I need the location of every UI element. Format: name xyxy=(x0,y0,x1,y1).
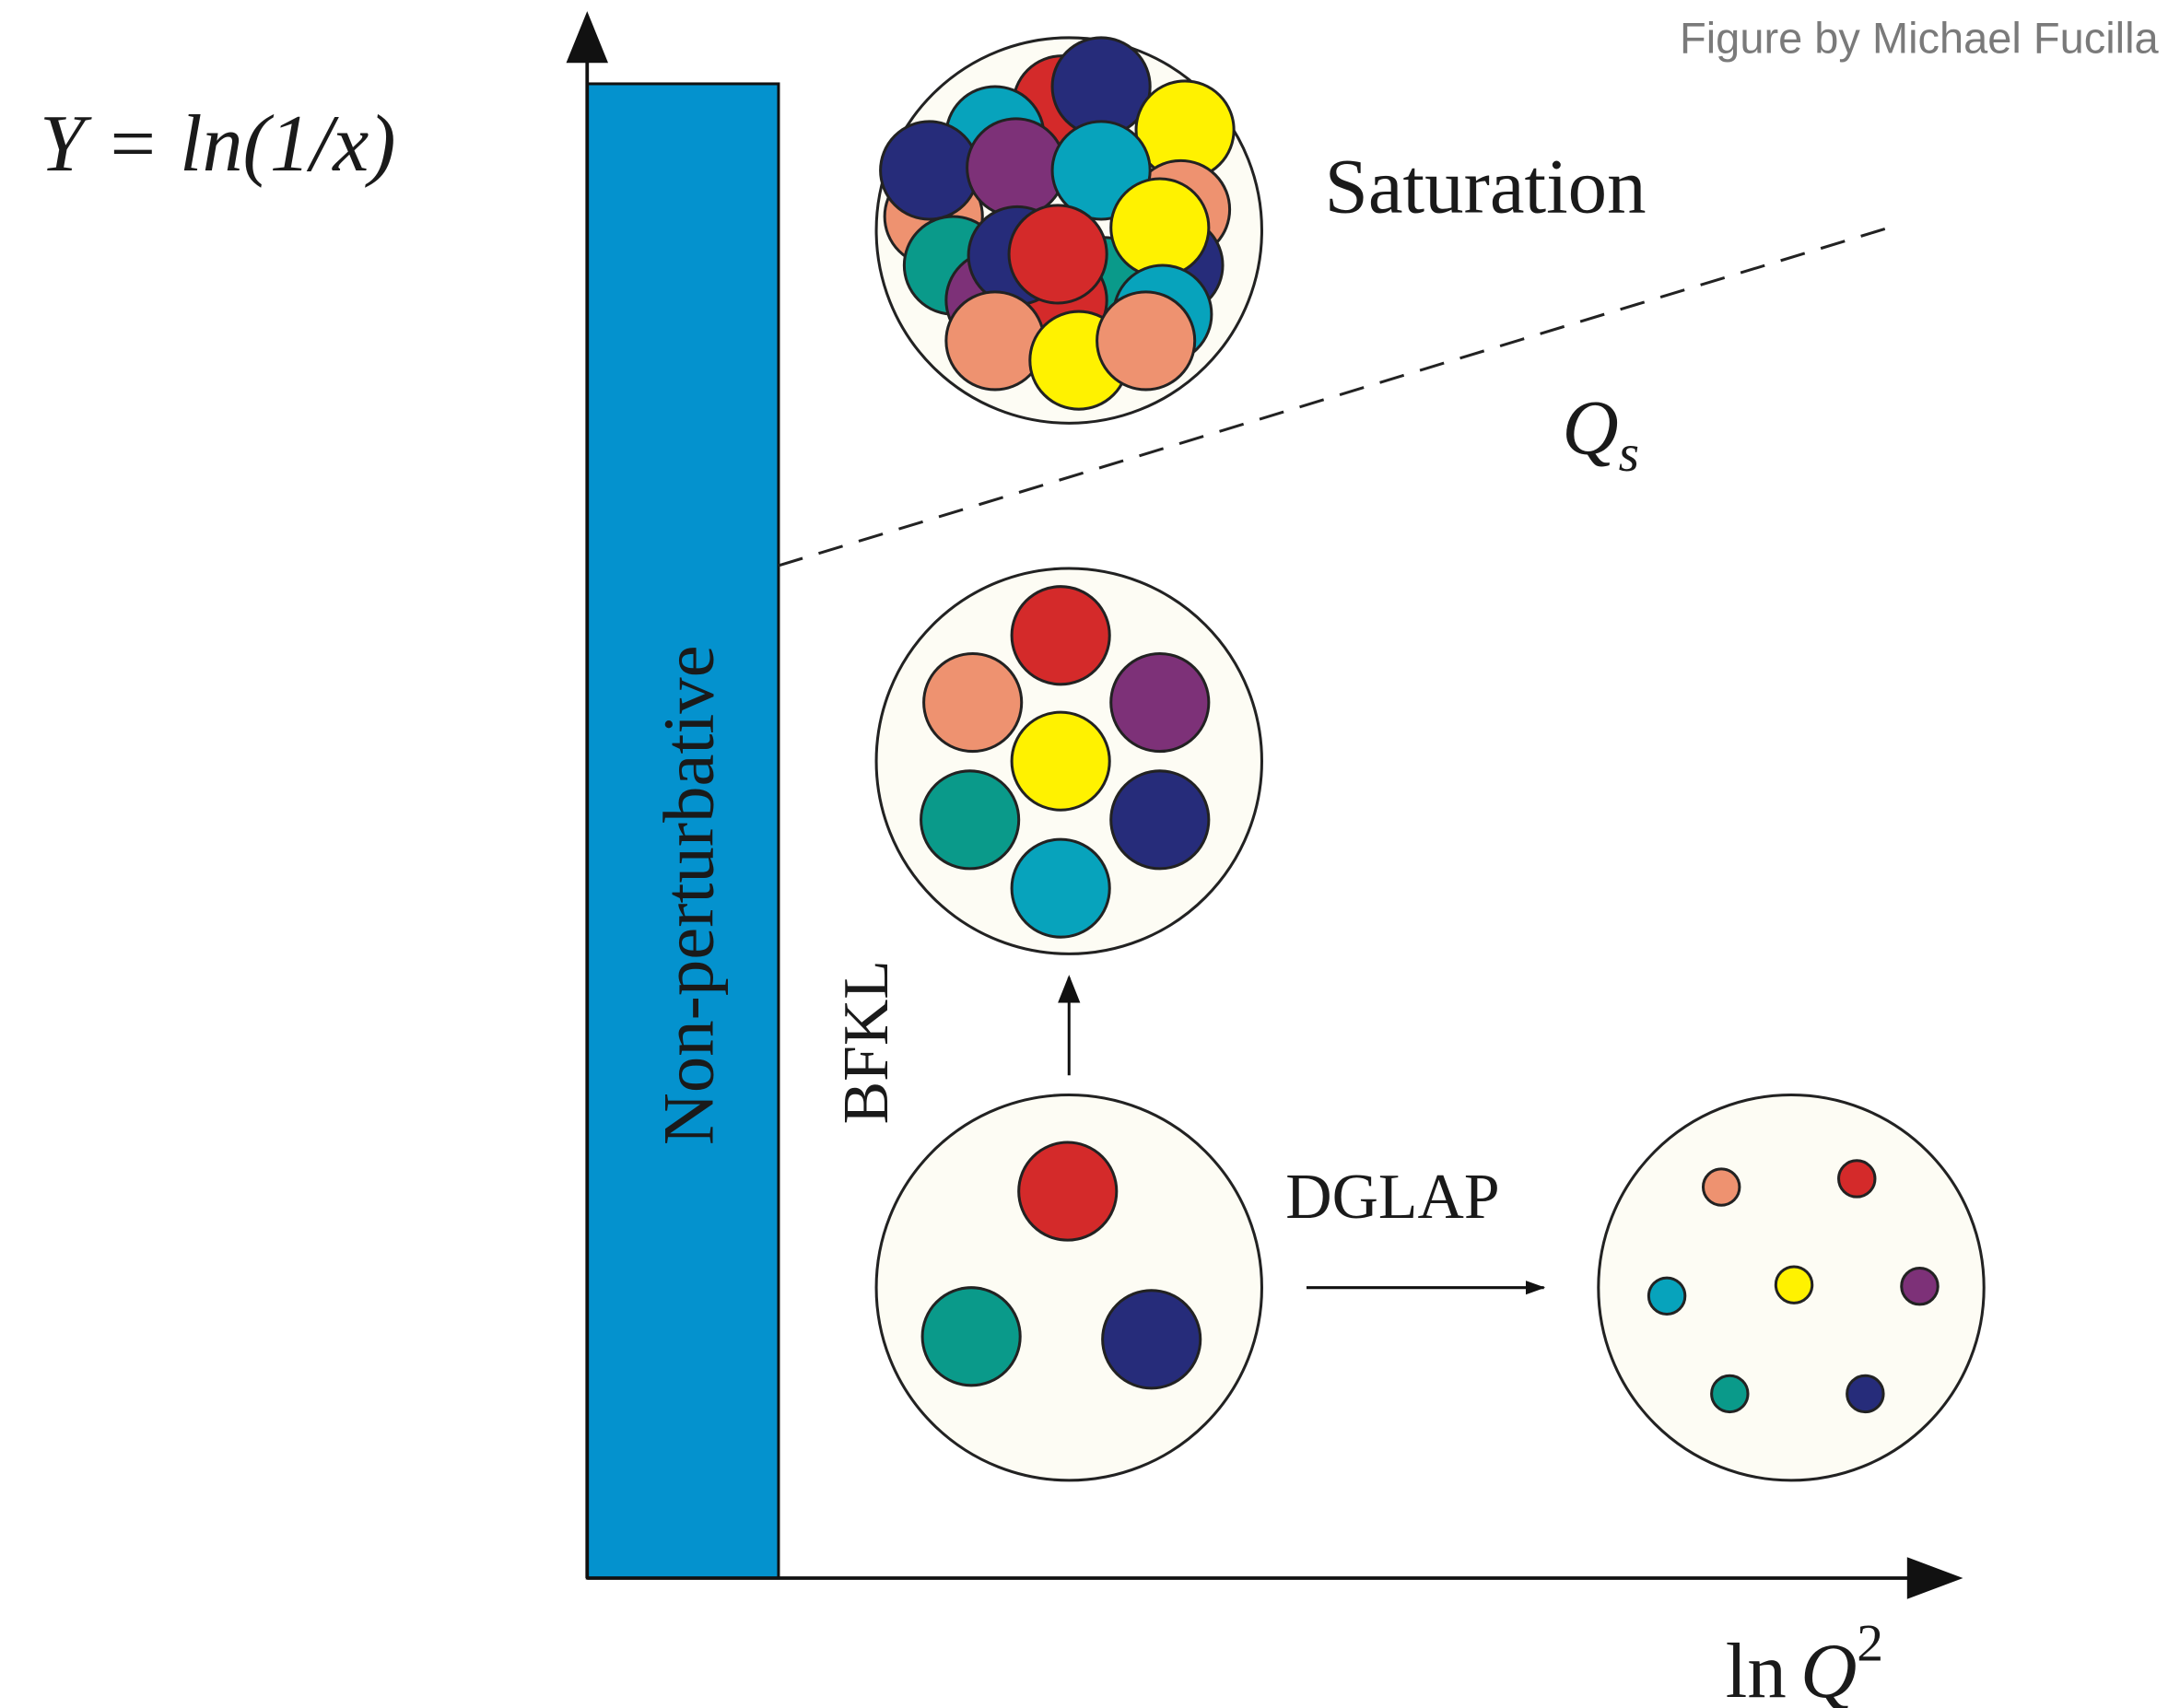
dglap-proton xyxy=(1599,1095,1984,1480)
qs-label: Qs xyxy=(1562,385,1639,483)
x-base: Q xyxy=(1800,1628,1857,1708)
x-arrow xyxy=(1907,1557,1963,1598)
saturation-label: Saturation xyxy=(1325,143,1647,229)
dglap-label: DGLAP xyxy=(1285,1162,1499,1233)
bfkl-label: BFKL xyxy=(831,960,902,1124)
y-arrow xyxy=(567,11,608,63)
qs-sub: s xyxy=(1619,425,1639,483)
saturated-proton xyxy=(876,38,1261,423)
y-axis-label: Y = ln(1/x) xyxy=(40,99,395,189)
diagram: Figure by Michael Fucilla Y = ln(1/x) Sa… xyxy=(0,0,2180,1708)
qs-base: Q xyxy=(1562,385,1618,472)
low-q-proton xyxy=(876,1095,1261,1480)
bfkl-proton xyxy=(876,568,1261,953)
region-label: Non-perturbative xyxy=(650,645,730,1145)
x-prefix: ln xyxy=(1726,1628,1787,1708)
credit: Figure by Michael Fucilla xyxy=(1680,14,2159,63)
x-sup: 2 xyxy=(1857,1614,1883,1672)
page: Figure by Michael Fucilla Y = ln(1/x) Sa… xyxy=(0,0,2180,1708)
